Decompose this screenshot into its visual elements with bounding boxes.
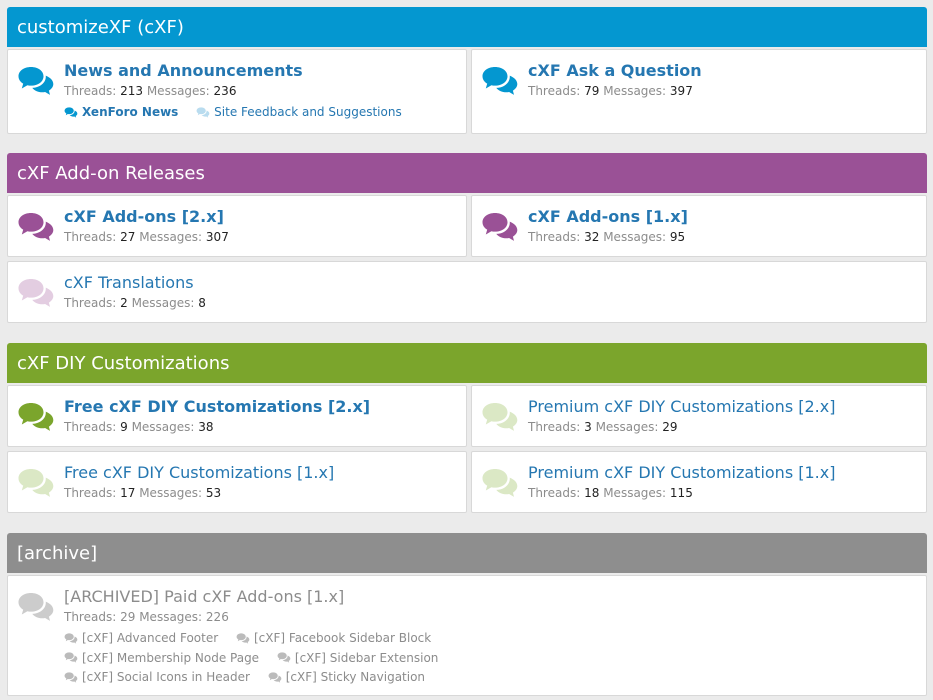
subforum-sticky-navigation[interactable]: [cXF] Sticky Navigation [268,668,425,686]
forum-stats: Threads: 27 Messages: 307 [64,230,229,244]
forum-cxf-addons-1x: cXF Add-ons [1.x] Threads: 32 Messages: … [471,195,927,257]
forum-stats: Threads: 213 Messages: 236 [64,84,237,98]
category-header[interactable]: customizeXF (cXF) [7,7,927,47]
forum-title[interactable]: Free cXF DIY Customizations [2.x] [64,397,371,416]
forum-unread-icon [482,66,518,96]
forum-archived-paid-addons: [ARCHIVED] Paid cXF Add-ons [1.x] Thread… [7,575,927,696]
forum-stats: Threads: 3 Messages: 29 [528,420,678,434]
subforum-facebook-sidebar-block[interactable]: [cXF] Facebook Sidebar Block [236,629,431,647]
forum-unread-icon [482,212,518,242]
forum-read-icon [18,592,54,622]
category-title[interactable]: customizeXF (cXF) [17,16,184,38]
subforum-list: XenForo News Site Feedback and Suggestio… [64,103,458,123]
forum-title[interactable]: News and Announcements [64,61,303,80]
forum-read-icon [482,468,518,498]
category-title[interactable]: cXF Add-on Releases [17,162,205,184]
category-header[interactable]: cXF Add-on Releases [7,153,927,193]
subforum-sidebar-extension[interactable]: [cXF] Sidebar Extension [277,649,438,667]
subforum-unread-icon [64,107,78,118]
forum-stats: Threads: 32 Messages: 95 [528,230,686,244]
category-addon-releases: cXF Add-on Releases cXF Add-ons [2.x] Th… [7,153,927,323]
forum-title[interactable]: cXF Translations [64,273,194,292]
forum-unread-icon [18,66,54,96]
category-customizexf: customizeXF (cXF) News and Announcements… [7,7,927,134]
subforum-read-icon [196,107,210,118]
category-archive: [archive] [ARCHIVED] Paid cXF Add-ons [1… [7,533,927,696]
forum-premium-diy-2x: Premium cXF DIY Customizations [2.x] Thr… [471,385,927,447]
category-header[interactable]: cXF DIY Customizations [7,343,927,383]
forum-title[interactable]: cXF Add-ons [1.x] [528,207,688,226]
subforum-read-icon [236,633,250,644]
category-header[interactable]: [archive] [7,533,927,573]
forum-stats: Threads: 17 Messages: 53 [64,486,222,500]
forum-stats: Threads: 18 Messages: 115 [528,486,693,500]
forum-free-diy-2x: Free cXF DIY Customizations [2.x] Thread… [7,385,467,447]
forum-stats: Threads: 2 Messages: 8 [64,296,206,310]
forum-cxf-ask-a-question: cXF Ask a Question Threads: 79 Messages:… [471,49,927,134]
forum-title[interactable]: [ARCHIVED] Paid cXF Add-ons [1.x] [64,587,345,606]
subforum-social-icons-in-header[interactable]: [cXF] Social Icons in Header [64,668,250,686]
subforum-xenforo-news[interactable]: XenForo News [64,103,178,121]
forum-read-icon [18,278,54,308]
subforum-advanced-footer[interactable]: [cXF] Advanced Footer [64,629,218,647]
subforum-read-icon [64,633,78,644]
subforum-site-feedback[interactable]: Site Feedback and Suggestions [196,103,402,121]
forum-title[interactable]: Premium cXF DIY Customizations [1.x] [528,463,836,482]
subforum-read-icon [64,672,78,683]
category-title[interactable]: cXF DIY Customizations [17,352,230,374]
forum-news-and-announcements: News and Announcements Threads: 213 Mess… [7,49,467,134]
forum-cxf-translations: cXF Translations Threads: 2 Messages: 8 [7,261,927,323]
forum-read-icon [482,402,518,432]
forum-cxf-addons-2x: cXF Add-ons [2.x] Threads: 27 Messages: … [7,195,467,257]
forum-title[interactable]: cXF Add-ons [2.x] [64,207,224,226]
forum-title[interactable]: Free cXF DIY Customizations [1.x] [64,463,335,482]
forum-stats: Threads: 79 Messages: 397 [528,84,693,98]
forum-read-icon [18,468,54,498]
category-title[interactable]: [archive] [17,542,98,564]
subforum-read-icon [268,672,282,683]
subforum-read-icon [64,652,78,663]
forum-stats: Threads: 9 Messages: 38 [64,420,214,434]
forum-premium-diy-1x: Premium cXF DIY Customizations [1.x] Thr… [471,451,927,513]
category-diy-customizations: cXF DIY Customizations Free cXF DIY Cust… [7,343,927,513]
subforum-list: [cXF] Advanced Footer [cXF] Facebook Sid… [64,629,918,688]
forum-unread-icon [18,212,54,242]
forum-free-diy-1x: Free cXF DIY Customizations [1.x] Thread… [7,451,467,513]
subforum-read-icon [277,652,291,663]
forum-title[interactable]: cXF Ask a Question [528,61,702,80]
subforum-membership-node-page[interactable]: [cXF] Membership Node Page [64,649,259,667]
forum-title[interactable]: Premium cXF DIY Customizations [2.x] [528,397,836,416]
forum-unread-icon [18,402,54,432]
forum-stats: Threads: 29 Messages: 226 [64,610,229,624]
